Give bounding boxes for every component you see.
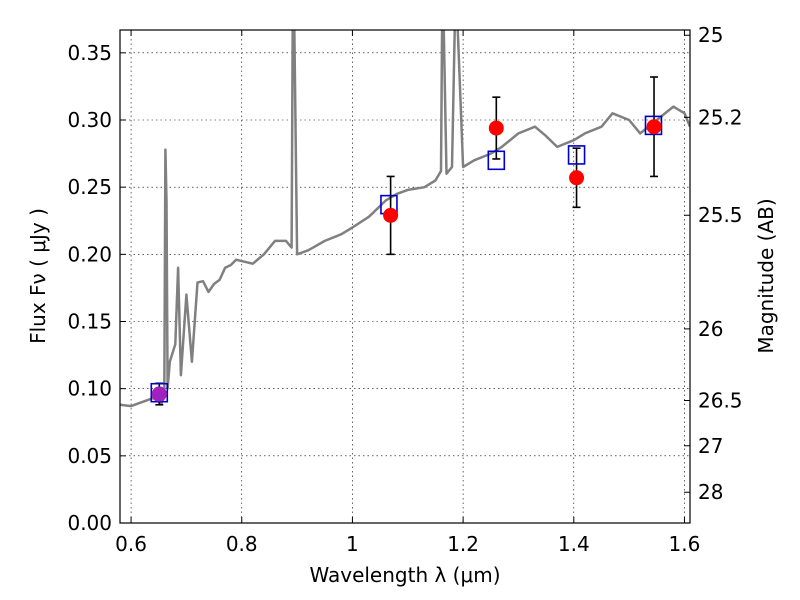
y-tick-label: 0.15 [67, 310, 112, 334]
overlap-point [151, 386, 167, 402]
x-tick-label: 1.2 [447, 532, 479, 556]
model-square-point [150, 382, 169, 403]
y-tick-label: 0.25 [67, 175, 112, 199]
model-square-point [644, 115, 663, 136]
y-tick-label: 0.05 [67, 444, 112, 468]
plot-frame [119, 29, 691, 524]
model-square-point [487, 150, 506, 171]
right-tick-label: 27 [698, 434, 723, 458]
x-tick-label: 1 [346, 532, 359, 556]
model-spectrum-line [120, 30, 690, 408]
right-tick-label: 25.2 [698, 105, 743, 129]
observed-point [646, 119, 662, 135]
x-tick-label: 1.6 [669, 532, 701, 556]
model-square-point [567, 145, 586, 165]
error-bars [155, 76, 659, 406]
observed-point [383, 207, 399, 223]
x-tick-label: 1.4 [558, 532, 590, 556]
observed-point [569, 170, 585, 186]
y-axis-left-label: Flux Fν ( μJy ) [26, 208, 50, 344]
x-tick-label: 0.6 [115, 532, 147, 556]
right-tick-label: 26 [698, 317, 723, 341]
model-photometry-squares [150, 115, 663, 403]
y-tick-label: 0.30 [67, 108, 112, 132]
ticks: 0.6 0.8 1 1.2 1.4 1.6 0.00 0.05 0.10 0.15 0.20 0.25… [67, 23, 742, 556]
right-tick-label: 25.5 [698, 203, 743, 227]
right-tick-label: 28 [698, 480, 723, 504]
right-tick-label: 25 [698, 23, 723, 47]
x-tick-label: 0.8 [226, 532, 258, 556]
y-tick-label: 0.10 [67, 377, 112, 401]
y-axis-right-label: Magnitude (AB) [754, 198, 778, 353]
right-tick-label: 26.5 [698, 388, 743, 412]
observed-photometry-points [151, 119, 662, 402]
y-tick-label: 0.20 [67, 242, 112, 266]
observed-point [488, 120, 504, 136]
grid [120, 30, 690, 524]
y-tick-label: 0.35 [67, 41, 112, 65]
y-tick-label: 0.00 [67, 511, 112, 535]
model-spectrum [120, 30, 690, 408]
x-axis-label: Wavelength λ (μm) [309, 563, 500, 587]
